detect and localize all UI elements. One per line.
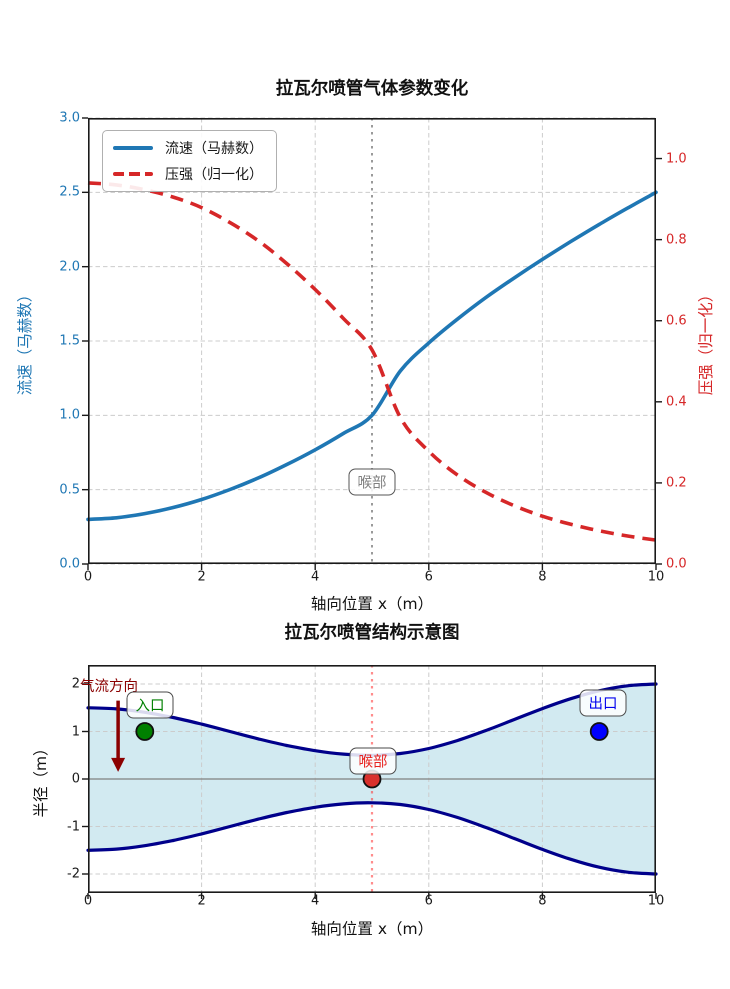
- pressure-curve: [87, 181, 657, 542]
- top-xtick: 10: [647, 569, 665, 585]
- bottom-plot-area: 气流方向 入口 出口 喉部: [80, 665, 658, 899]
- marker-入口: [135, 722, 155, 741]
- legend: 流速（马赫数） 压强（归一化）: [102, 130, 277, 192]
- legend-item-mach: 流速（马赫数）: [113, 138, 263, 158]
- top-ytick-left: 1.0: [59, 407, 80, 423]
- nozzle-wall-lower: [86, 801, 658, 876]
- bottom-spines: [88, 665, 657, 893]
- mach-line-sample-icon: [113, 146, 153, 150]
- top-ytick-left: 2.5: [59, 184, 80, 200]
- throat-annotation-top: 喉部: [348, 468, 396, 496]
- top-left-axis-label: 流速（马赫数）: [16, 286, 34, 396]
- top-ytick-right: 0.8: [666, 232, 687, 248]
- top-ticks: [82, 117, 662, 570]
- top-x-axis-label: 轴向位置 x（m）: [310, 595, 434, 613]
- inlet-label: 入口: [126, 691, 174, 719]
- bottom-ytick: 0: [71, 771, 80, 787]
- top-spines: [88, 118, 657, 564]
- throat-annotation-bottom: 喉部: [349, 747, 397, 775]
- top-ytick-left: 1.5: [59, 333, 80, 349]
- top-ytick-left: 0.0: [59, 556, 80, 572]
- bottom-chart-svg: [82, 665, 658, 899]
- bottom-xtick: 10: [647, 893, 665, 909]
- top-ytick-right: 0.6: [666, 313, 687, 329]
- pressure-line-sample-icon: [113, 172, 153, 176]
- bottom-x-axis-label: 轴向位置 x（m）: [310, 920, 434, 938]
- bottom-ticks: [82, 683, 657, 899]
- bottom-ytick: 2: [71, 676, 80, 692]
- top-xtick: 2: [197, 569, 206, 585]
- bottom-y-axis-label: 半径（m）: [32, 740, 50, 818]
- top-right-axis-label: 压强（归一化）: [697, 286, 715, 396]
- top-ytick-right: 0.2: [666, 475, 687, 491]
- flow-arrow-head: [111, 757, 126, 772]
- legend-item-pressure: 压强（归一化）: [113, 164, 263, 184]
- bottom-ytick: 1: [71, 724, 80, 739]
- bottom-xtick: 0: [83, 893, 93, 909]
- bottom-xtick: 4: [311, 893, 320, 909]
- top-ytick-right: 1.0: [666, 151, 687, 167]
- outlet-label: 出口: [579, 689, 627, 717]
- top-ytick-right: 0.4: [666, 394, 687, 410]
- top-xtick: 6: [424, 569, 433, 585]
- bottom-ytick: -1: [67, 819, 80, 834]
- flow-direction-label: 气流方向: [80, 679, 138, 695]
- top-ytick-left: 3.0: [59, 110, 80, 126]
- bottom-xtick: 2: [197, 893, 206, 909]
- bottom-ytick: -2: [67, 866, 80, 882]
- bottom-xtick: 6: [424, 893, 433, 909]
- marker-出口: [589, 722, 609, 741]
- legend-label-mach: 流速（马赫数）: [165, 141, 263, 157]
- top-xtick: 4: [311, 569, 320, 585]
- top-ytick-left: 0.5: [59, 482, 80, 498]
- legend-label-pressure: 压强（归一化）: [165, 167, 263, 183]
- mach-curve: [86, 190, 658, 522]
- top-xtick: 8: [538, 569, 547, 585]
- top-plot-area: 流速（马赫数） 压强（归一化） 喉部: [82, 117, 662, 570]
- bottom-xtick: 8: [538, 893, 547, 909]
- top-ytick-left: 2.0: [59, 259, 80, 275]
- bottom-chart-title: 拉瓦尔喷管结构示意图: [284, 623, 460, 643]
- top-chart-title: 拉瓦尔喷管气体参数变化: [275, 79, 469, 99]
- top-xtick: 0: [83, 569, 93, 585]
- top-ytick-right: 0.0: [666, 556, 687, 572]
